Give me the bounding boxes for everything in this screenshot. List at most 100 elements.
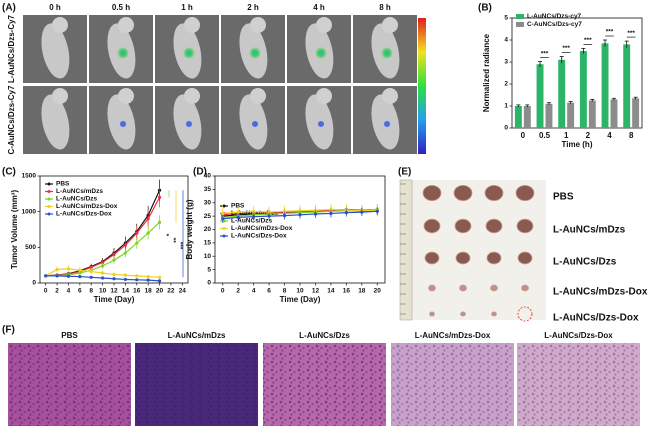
y-tick-label: 0 xyxy=(504,125,508,132)
x-tick-label: 1 xyxy=(564,131,569,140)
tumor xyxy=(423,218,441,234)
legend-marker xyxy=(47,212,51,216)
tumor xyxy=(429,311,435,317)
significance: *** xyxy=(606,29,614,36)
legend-marker xyxy=(47,182,51,186)
y-tick-label: 40 xyxy=(204,173,212,180)
marker xyxy=(135,278,139,282)
tumor xyxy=(517,251,533,265)
mouse-head xyxy=(382,88,398,104)
marker xyxy=(135,274,139,278)
marker xyxy=(123,243,127,247)
marker xyxy=(55,267,59,272)
x-tick-label: 4 xyxy=(252,288,256,295)
x-tick-label: 18 xyxy=(145,288,153,295)
mouse xyxy=(41,94,70,150)
histology-nuclei xyxy=(263,343,386,426)
significance: *** xyxy=(541,50,549,57)
x-tick-label: 8 xyxy=(89,288,93,295)
marker xyxy=(146,278,150,282)
bar xyxy=(523,106,531,128)
histology-title: PBS xyxy=(61,331,78,340)
mouse-head xyxy=(382,17,398,33)
bar xyxy=(632,98,640,128)
histology-nuclei xyxy=(8,343,131,426)
x-tick-label: 2 xyxy=(236,288,240,295)
x-tick-label: 14 xyxy=(122,288,130,295)
significance: *** xyxy=(176,242,183,250)
time-label: 0.5 h xyxy=(112,3,130,12)
legend-label: PBS xyxy=(231,203,245,210)
tumor xyxy=(521,284,529,292)
x-tick-label: 18 xyxy=(358,288,366,295)
marker xyxy=(236,210,240,214)
bar xyxy=(545,103,553,128)
histology-title: L-AuNCs/Dzs-Dox xyxy=(544,331,613,340)
row-label: C-AuNCs/Dzs-Cy7 xyxy=(7,85,16,154)
mouse-head xyxy=(52,88,68,104)
legend-swatch xyxy=(516,22,524,27)
tumor xyxy=(485,218,503,234)
marker xyxy=(157,279,162,283)
marker xyxy=(101,271,105,275)
significance: *** xyxy=(627,30,635,37)
group-label: L-AuNCs/mDzs xyxy=(553,225,626,236)
group-label: L-AuNCs/mDzs-Dox xyxy=(553,287,648,298)
bar xyxy=(588,100,596,128)
histology-title: L-AuNCs/Dzs xyxy=(299,331,350,340)
signal xyxy=(384,121,390,127)
x-tick-label: 14 xyxy=(327,288,335,295)
x-tick-label: 0 xyxy=(221,288,225,295)
time-label: 8 h xyxy=(379,3,391,12)
marker xyxy=(89,265,93,269)
significance: ** xyxy=(169,238,176,244)
x-tick-label: 6 xyxy=(78,288,82,295)
marker xyxy=(123,277,127,282)
signal xyxy=(252,121,258,127)
y-tick-label: 10 xyxy=(204,253,212,260)
marker xyxy=(112,277,116,281)
x-tick-label: 10 xyxy=(99,288,107,295)
marker xyxy=(236,215,240,220)
histology-title: L-AuNCs/mDzs xyxy=(168,331,226,340)
marker xyxy=(66,267,71,271)
significance: *** xyxy=(584,37,592,44)
legend-label: L-AuNCs/Dzs-Dox xyxy=(56,211,112,218)
signal xyxy=(381,47,393,59)
mouse-head xyxy=(250,88,266,104)
signal xyxy=(186,121,192,127)
y-tick-label: 3 xyxy=(504,59,508,66)
bar xyxy=(514,106,522,128)
panel-label: (E) xyxy=(398,167,411,178)
marker xyxy=(157,220,162,224)
panel-label: (F) xyxy=(2,325,15,336)
x-tick-label: 16 xyxy=(343,288,351,295)
panel-label: (C) xyxy=(2,167,16,178)
x-tick-label: 0 xyxy=(44,288,48,295)
marker xyxy=(252,209,256,213)
panel-label: (B) xyxy=(478,3,492,14)
marker xyxy=(157,195,162,199)
tumor xyxy=(428,284,436,292)
legend-marker xyxy=(47,197,51,201)
marker xyxy=(112,272,116,277)
tumor-photo xyxy=(400,180,546,320)
legend-label: L-AuNCs/mDzs-Dox xyxy=(231,225,293,232)
marker xyxy=(135,241,139,245)
x-tick-label: 8 xyxy=(629,131,634,140)
bar xyxy=(610,99,618,128)
tumor xyxy=(490,284,498,292)
marker xyxy=(135,231,139,235)
tumor xyxy=(515,184,535,202)
marker xyxy=(112,252,116,257)
legend-label: L-AuNCs/Dzs xyxy=(231,218,273,225)
tumor xyxy=(424,251,440,265)
y-tick-label: 0 xyxy=(207,280,211,287)
y-tick-label: 5 xyxy=(207,266,211,273)
x-tick-label: 2 xyxy=(55,288,59,295)
group-label: L-AuNCs/Dzs-Dox xyxy=(553,313,639,324)
legend-label: L-AuNCs/Dzs xyxy=(56,196,98,203)
marker xyxy=(344,211,348,215)
empty-marker xyxy=(517,306,533,322)
